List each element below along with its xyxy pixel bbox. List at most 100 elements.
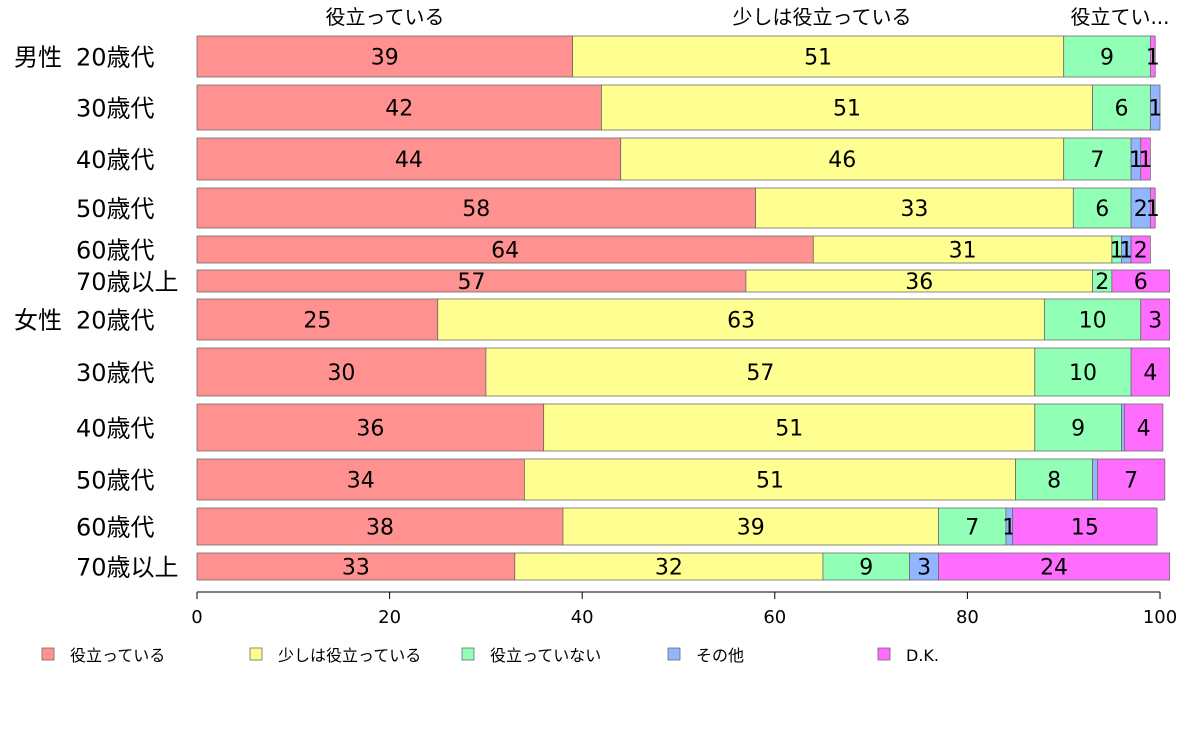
top-segment-labels: 役立っている 少しは役立っている 役立てい... <box>326 5 1170 29</box>
data-label: 3 <box>917 556 931 581</box>
legend-swatch <box>877 647 891 661</box>
data-label: 57 <box>746 361 774 386</box>
bar-segment <box>1123 403 1164 452</box>
bar-segment <box>514 552 824 581</box>
data-label: 4 <box>1143 361 1157 386</box>
category-label: 40歳代 <box>76 146 155 174</box>
data-label: 46 <box>828 148 856 173</box>
category-label: 20歳代 <box>76 307 155 335</box>
category-label: 60歳代 <box>76 237 155 265</box>
bar-segment <box>755 187 1074 229</box>
bar-segment <box>1130 347 1171 397</box>
x-tick-label: 80 <box>956 607 979 628</box>
data-label: 58 <box>462 197 490 222</box>
top-series-label: 役立っている <box>326 5 445 29</box>
data-label: 6 <box>1114 97 1128 122</box>
data-label: 3 <box>1148 309 1162 334</box>
bar-segment <box>572 35 1065 78</box>
x-tick-label: 0 <box>191 607 202 628</box>
data-label: 2 <box>1095 270 1109 295</box>
category-label: 70歳以上 <box>76 554 179 582</box>
data-label: 7 <box>1124 469 1138 494</box>
bar-segment <box>1111 269 1171 293</box>
legend-label: その他 <box>696 646 744 665</box>
bar-segment <box>601 84 1093 131</box>
data-label: 15 <box>1071 516 1099 541</box>
data-label: 64 <box>491 239 519 264</box>
data-label: 24 <box>1040 556 1068 581</box>
bar-segment <box>437 298 1045 341</box>
data-label: 10 <box>1069 361 1097 386</box>
bar-segment <box>938 552 1171 581</box>
data-label: 39 <box>371 46 399 71</box>
top-series-label: 少しは役立っている <box>733 5 912 29</box>
data-label: 6 <box>1095 197 1109 222</box>
bar-segment <box>1130 235 1151 264</box>
data-label: 36 <box>905 270 933 295</box>
bar-segment <box>1063 35 1151 78</box>
bar-segment <box>1121 403 1125 452</box>
data-label: 8 <box>1047 469 1061 494</box>
data-label: 1 <box>1148 97 1162 122</box>
category-label: 50歳代 <box>76 467 155 495</box>
data-label: 1 <box>1146 46 1160 71</box>
bar-segment <box>1034 403 1122 452</box>
bar-segment <box>196 187 756 229</box>
bar-segment <box>1140 137 1151 181</box>
x-tick-label: 40 <box>571 607 594 628</box>
data-label: 1 <box>1129 148 1143 173</box>
legend-label: 役立っている <box>70 646 165 665</box>
data-label: 34 <box>347 469 375 494</box>
bar-segment <box>1092 84 1151 131</box>
data-label: 31 <box>949 239 977 264</box>
data-label: 2 <box>1134 239 1148 264</box>
data-label: 9 <box>1071 417 1085 442</box>
category-label: 40歳代 <box>76 415 155 443</box>
data-label: 51 <box>833 97 861 122</box>
bar-segment <box>485 347 1036 397</box>
data-label: 6 <box>1134 270 1148 295</box>
category-label: 20歳代 <box>76 44 155 72</box>
bar-segment <box>196 137 622 181</box>
x-axis: 0 20 40 60 80 100 <box>191 591 1177 628</box>
bar-segment <box>1149 35 1156 78</box>
data-label: 32 <box>655 556 683 581</box>
data-label: 33 <box>900 197 928 222</box>
x-tick-label: 60 <box>763 607 786 628</box>
data-label: 9 <box>1100 46 1114 71</box>
data-label: 51 <box>775 417 803 442</box>
bar-segment <box>196 35 573 78</box>
bar-segment <box>620 137 1065 181</box>
top-series-label: 役立てい... <box>1070 5 1169 29</box>
legend-swatch <box>461 647 475 661</box>
bar-segment <box>938 507 1007 546</box>
bar-segment <box>196 458 525 501</box>
legend: 役立っている 少しは役立っている 役立っていない その他 D.K. <box>41 646 939 665</box>
data-label: 42 <box>385 97 413 122</box>
data-label: 7 <box>1090 148 1104 173</box>
bar-segment <box>1012 507 1158 546</box>
legend-label: 役立っていない <box>490 646 601 665</box>
bar-segment <box>196 507 564 546</box>
bar-segment <box>196 84 602 131</box>
group-label: 女性 <box>14 307 62 335</box>
bar-segment <box>1149 187 1156 229</box>
data-label: 44 <box>395 148 423 173</box>
data-label: 1 <box>1119 239 1133 264</box>
bar-segment <box>1044 298 1142 341</box>
bar-segment <box>196 552 516 581</box>
legend-label: D.K. <box>906 646 939 665</box>
data-label: 2 <box>1134 197 1148 222</box>
bar-segment <box>1034 347 1132 397</box>
legend-swatch <box>249 647 263 661</box>
x-tick-label: 20 <box>378 607 401 628</box>
bar-segment <box>524 458 1016 501</box>
group-label: 男性 <box>14 44 62 72</box>
data-label: 10 <box>1079 309 1107 334</box>
bar-segment <box>822 552 911 581</box>
data-label: 30 <box>327 361 355 386</box>
bar-segment <box>1140 298 1171 341</box>
bar-segment <box>196 347 487 397</box>
